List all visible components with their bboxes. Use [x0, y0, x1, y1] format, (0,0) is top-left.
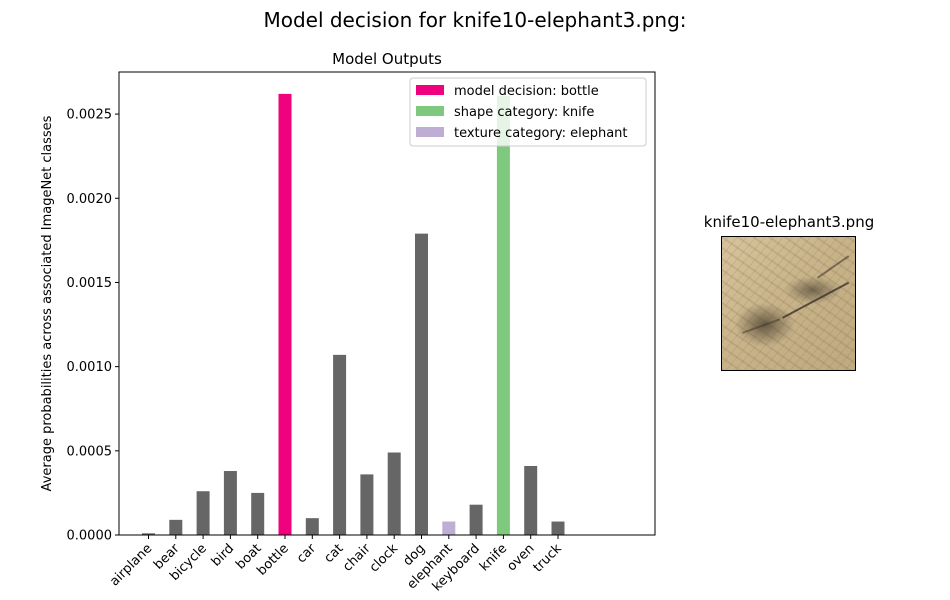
bar-keyboard [469, 504, 483, 535]
bar-chair [360, 474, 374, 535]
legend-label: shape category: knife [454, 105, 594, 120]
x-tick-label-bottle: bottle [254, 541, 291, 578]
bar-bicycle [196, 491, 210, 535]
x-tick-label-oven: oven [504, 541, 537, 574]
bar-truck [551, 521, 565, 535]
legend-swatch [416, 85, 444, 95]
bar-clock [387, 452, 401, 535]
legend-box [409, 77, 647, 147]
stimulus-thumbnail [721, 236, 856, 371]
axes-frame [118, 71, 656, 536]
legend-swatch [416, 106, 444, 116]
legend-swatch [416, 127, 444, 137]
bar-elephant [442, 521, 456, 535]
figure-title: Model decision for knife10-elephant3.png… [263, 8, 687, 32]
y-tick-label: 0.0015 [67, 276, 113, 291]
x-tick-label-car: car [294, 541, 320, 567]
y-tick-label: 0.0005 [67, 444, 113, 459]
y-tick-label: 0.0020 [67, 192, 113, 207]
thumbnail-title: knife10-elephant3.png [703, 213, 875, 231]
bar-cat [333, 354, 347, 535]
legend-label: model decision: bottle [454, 84, 599, 99]
bar-boat [251, 492, 265, 535]
x-tick-label-airplane: airplane [107, 541, 155, 589]
axes-title: Model Outputs [332, 50, 442, 68]
bar-bird [223, 471, 237, 535]
x-tick-label-chair: chair [340, 541, 374, 575]
bar-airplane [142, 533, 155, 535]
x-tick-label-truck: truck [531, 541, 566, 576]
bar-dog [415, 233, 428, 535]
y-axis-label: Average probabilities across associated … [40, 115, 55, 491]
legend-label: texture category: elephant [454, 126, 628, 141]
x-tick-label-knife: knife [477, 541, 510, 574]
y-tick-label: 0.0025 [67, 108, 113, 123]
bar-bear [169, 519, 183, 535]
y-tick-label: 0.0010 [67, 360, 113, 375]
bar-bottle [278, 93, 292, 536]
bar-car [305, 518, 319, 535]
x-tick-label-bird: bird [209, 541, 237, 569]
y-tick-label: 0.0000 [67, 529, 113, 544]
bar-oven [524, 465, 538, 535]
bar-knife [496, 95, 510, 535]
x-tick-label-clock: clock [367, 541, 402, 576]
